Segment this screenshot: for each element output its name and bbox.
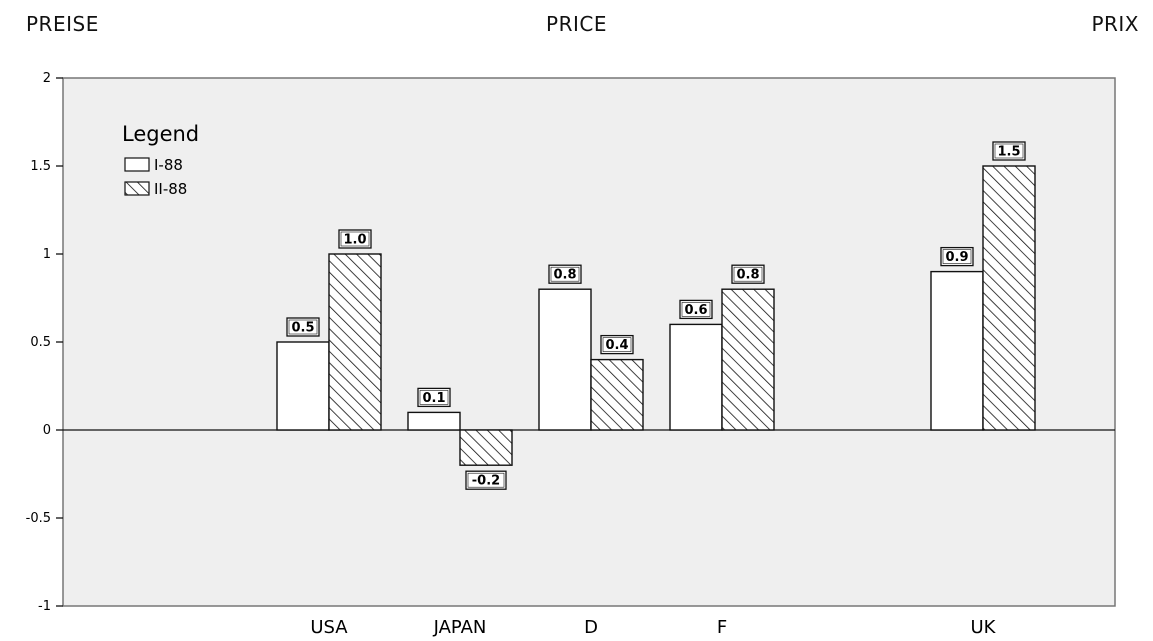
data-label: -0.2	[472, 474, 500, 489]
legend-item-label: II-88	[154, 180, 187, 198]
y-tick-label: -0.5	[26, 511, 51, 526]
bar-d-i-88	[538, 288, 592, 431]
bar-uk-ii-88	[982, 165, 1036, 431]
bar-usa-i-88	[276, 341, 330, 431]
center-title: PRICE	[546, 12, 607, 36]
data-label-box	[940, 246, 974, 267]
bar-f-i-88	[669, 323, 723, 431]
left-title: PREISE	[26, 12, 99, 36]
data-label: 0.9	[945, 250, 968, 265]
data-label-inner-box	[602, 337, 632, 352]
bar-usa-ii-88	[328, 253, 382, 431]
data-label-inner-box	[733, 266, 763, 282]
data-label-inner-box	[942, 249, 972, 264]
data-label-inner-box	[681, 302, 711, 317]
y-tick-label: 2	[43, 71, 51, 86]
bar-japan-ii-88	[459, 429, 513, 466]
data-label-inner-box	[467, 472, 505, 488]
data-label-box	[286, 317, 320, 337]
y-tick-label: -1	[38, 599, 51, 614]
data-label-inner-box	[340, 231, 370, 247]
category-label-d: D	[584, 617, 598, 638]
data-label: 0.8	[736, 268, 759, 283]
legend-swatch	[124, 157, 150, 172]
data-label: 1.5	[997, 145, 1020, 160]
category-label-uk: UK	[971, 617, 997, 638]
data-label-box	[338, 229, 372, 249]
legend-item-label: I-88	[154, 156, 183, 174]
data-label: 0.8	[553, 268, 576, 283]
data-label-box	[992, 141, 1026, 161]
data-label-inner-box	[419, 390, 449, 405]
data-label: 0.5	[291, 321, 314, 336]
data-label: 0.6	[684, 303, 707, 318]
bar-uk-i-88	[930, 270, 984, 431]
bar-japan-i-88	[407, 411, 461, 431]
data-label-box	[465, 470, 507, 490]
legend-swatch	[124, 181, 150, 196]
data-label-box	[548, 264, 582, 284]
legend-title: Legend	[122, 122, 199, 146]
category-label-usa: USA	[310, 617, 348, 638]
data-label-inner-box	[994, 143, 1024, 159]
data-label: 1.0	[343, 233, 366, 248]
category-label-japan: JAPAN	[433, 617, 487, 638]
y-tick-label: 1.5	[30, 159, 51, 174]
y-tick-label: 0.5	[30, 335, 51, 350]
legend: Legend I-88 II-88	[122, 122, 199, 198]
data-label-box	[679, 299, 713, 320]
bar-f-ii-88	[721, 288, 775, 431]
data-label-box	[600, 334, 634, 355]
right-title: PRIX	[1091, 12, 1139, 36]
category-label-f: F	[717, 617, 727, 638]
data-label: 0.4	[605, 338, 628, 353]
data-label-inner-box	[550, 266, 580, 282]
y-tick-label: 0	[43, 423, 51, 438]
y-tick-label: 1	[43, 247, 51, 262]
data-label-box	[417, 387, 451, 408]
data-label-box	[731, 264, 765, 284]
data-label: 0.1	[422, 391, 445, 406]
data-label-inner-box	[288, 319, 318, 335]
bar-d-ii-88	[590, 358, 644, 431]
